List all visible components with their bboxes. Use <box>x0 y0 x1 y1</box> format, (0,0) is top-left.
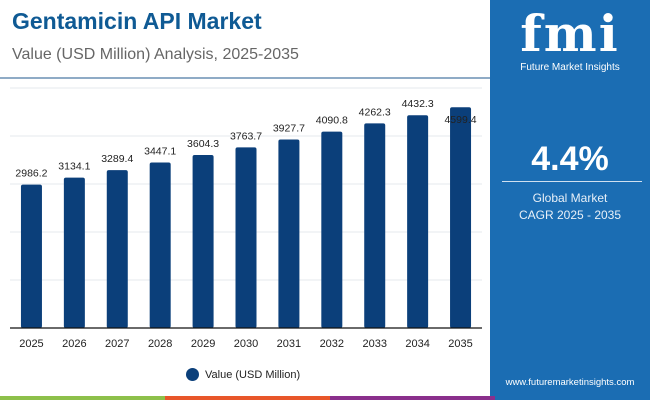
logo-mark: fmi <box>520 4 620 63</box>
strip-purple <box>330 396 495 400</box>
title-divider <box>0 77 490 79</box>
website-link[interactable]: www.futuremarketinsights.com <box>505 377 635 388</box>
data-label-2027: 3289.4 <box>101 153 133 165</box>
data-label-2032: 4090.8 <box>316 115 348 127</box>
data-label-2033: 4262.3 <box>359 106 391 118</box>
bar-2031 <box>278 139 300 328</box>
x-tick-2030: 2030 <box>234 338 258 350</box>
legend-label: Value (USD Million) <box>205 368 301 381</box>
data-label-2026: 3134.1 <box>58 161 90 173</box>
bar-2030 <box>235 147 257 328</box>
cagr-label-line2: CAGR 2025 - 2035 <box>518 208 622 222</box>
data-label-2028: 3447.1 <box>144 146 176 158</box>
side-panel: fmi Future Market Insights 4.4% Global M… <box>490 0 650 400</box>
bar-2033 <box>364 123 386 328</box>
x-tick-2026: 2026 <box>62 338 86 350</box>
x-tick-2035: 2035 <box>448 338 472 350</box>
bar-2025 <box>20 184 42 328</box>
data-label-2035: 4599.4 <box>444 114 476 126</box>
bar-2035 <box>450 107 472 329</box>
fmi-logo: fmi Future Market Insights <box>490 4 650 74</box>
x-tick-2027: 2027 <box>105 338 129 350</box>
data-label-2031: 3927.7 <box>273 122 305 134</box>
bar-2029 <box>192 154 214 328</box>
bar-2032 <box>321 131 343 328</box>
bar-2034 <box>407 115 429 328</box>
cagr-label-line1: Global Market <box>532 191 608 205</box>
legend-swatch <box>186 368 199 381</box>
chart-subtitle: Value (USD Million) Analysis, 2025-2035 <box>12 46 299 63</box>
x-tick-2033: 2033 <box>362 338 386 350</box>
x-tick-2034: 2034 <box>405 338 429 350</box>
panel-divider <box>502 181 642 182</box>
chart-title: Gentamicin API Market <box>12 8 262 34</box>
strip-orange <box>165 396 330 400</box>
x-tick-2032: 2032 <box>320 338 344 350</box>
x-tick-2028: 2028 <box>148 338 172 350</box>
bar-chart: 2986.2 2025 3134.1 2026 3289.4 2027 3447.1 2028… <box>10 87 482 350</box>
x-tick-2029: 2029 <box>191 338 215 350</box>
logo-brand: Future Market Insights <box>520 62 620 73</box>
cagr-label: Global Market CAGR 2025 - 2035 <box>490 190 650 224</box>
legend: Value (USD Million) <box>186 368 300 381</box>
bar-2026 <box>63 177 85 328</box>
x-tick-2031: 2031 <box>277 338 301 350</box>
data-label-2025: 2986.2 <box>15 168 47 180</box>
data-label-2034: 4432.3 <box>402 98 434 110</box>
bar-2027 <box>106 170 128 328</box>
data-label-2029: 3604.3 <box>187 138 219 150</box>
strip-green <box>0 396 165 400</box>
data-label-2030: 3763.7 <box>230 130 262 142</box>
cagr-value: 4.4% <box>531 140 609 178</box>
x-tick-2025: 2025 <box>19 338 43 350</box>
bar-2028 <box>149 162 171 328</box>
